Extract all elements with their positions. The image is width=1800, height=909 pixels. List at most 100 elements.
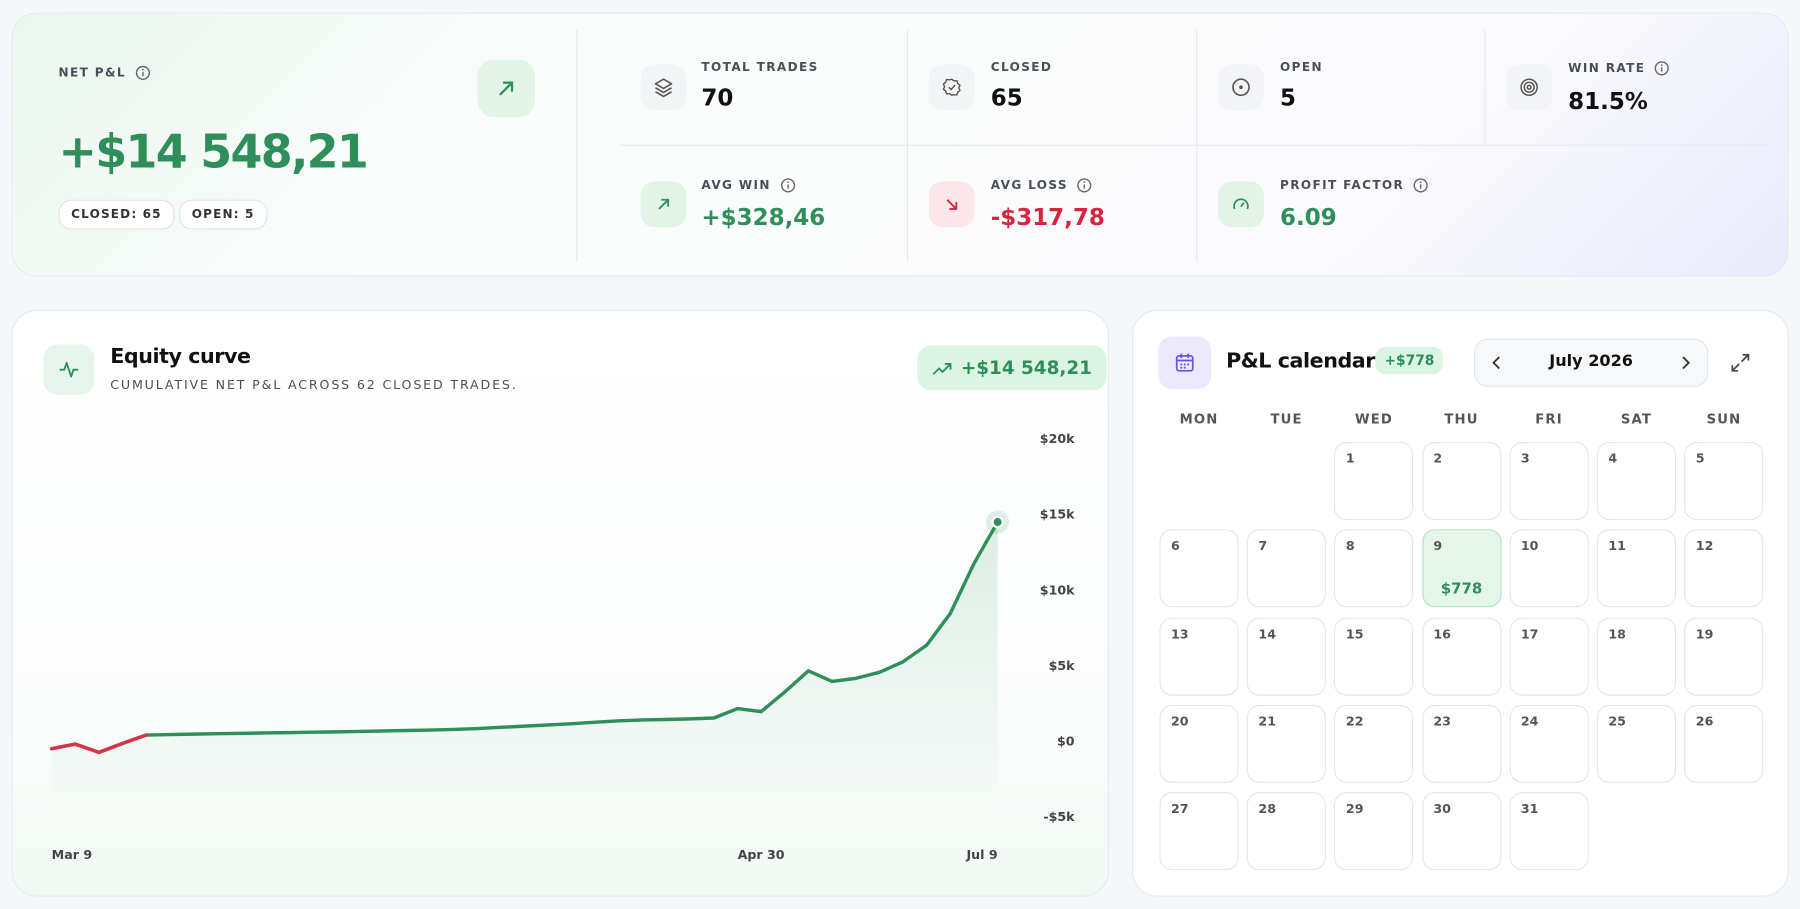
y-tick-label: $10k xyxy=(1040,582,1075,597)
summary-card: NET P&L +$14 548,21 CLOSED: 65 OPEN: 5 T… xyxy=(11,12,1789,277)
weekday-label: SUN xyxy=(1706,410,1742,428)
equity-line xyxy=(49,520,1000,755)
info-icon[interactable] xyxy=(1654,61,1670,76)
day-cell: 22 xyxy=(1334,704,1414,783)
open-badge: OPEN: 5 xyxy=(179,199,268,230)
day-number: 20 xyxy=(1170,713,1189,729)
day-cell: 5 xyxy=(1684,441,1764,521)
weekday-label: THU xyxy=(1444,410,1479,428)
divider xyxy=(1484,29,1486,145)
calendar-icon xyxy=(1158,336,1212,390)
x-tick-label: Mar 9 xyxy=(52,847,92,862)
layers-icon xyxy=(640,64,687,111)
day-cell: 27 xyxy=(1159,792,1239,871)
weekday-label: MON xyxy=(1179,410,1219,428)
day-number: 30 xyxy=(1433,801,1451,817)
day-number: 6 xyxy=(1170,538,1180,554)
stat-value: 81.5% xyxy=(1568,87,1648,115)
day-cell: 1 xyxy=(1334,441,1414,521)
day-cell: 14 xyxy=(1246,617,1327,696)
stat-label-text: PROFIT FACTOR xyxy=(1280,178,1405,193)
calendar-title: P&L calendar xyxy=(1226,348,1376,374)
equity-badge-text: +$14 548,21 xyxy=(960,357,1092,379)
day-cell: 24 xyxy=(1509,704,1589,783)
day-cell: 26 xyxy=(1684,704,1764,783)
next-month[interactable] xyxy=(1677,355,1693,371)
check-icon xyxy=(928,64,975,111)
stat-value: +$328,46 xyxy=(701,203,826,231)
day-cell: 6 xyxy=(1159,529,1239,608)
info-icon[interactable] xyxy=(1413,178,1428,193)
stat-label: WIN RATE xyxy=(1568,61,1670,76)
divider xyxy=(619,144,1768,146)
day-cell: 30 xyxy=(1421,792,1502,871)
day-cell: 12 xyxy=(1684,529,1764,608)
stat-label-text: AVG LOSS xyxy=(990,178,1068,193)
day-number: 18 xyxy=(1608,626,1626,642)
day-cell: 19 xyxy=(1684,617,1764,696)
equity-subtitle: CUMULATIVE NET P&L ACROSS 62 CLOSED TRAD… xyxy=(110,377,518,393)
net-pnl-label: NET P&L xyxy=(59,65,151,80)
info-icon[interactable] xyxy=(1077,178,1092,193)
y-tick-label: $5k xyxy=(1049,658,1076,673)
end-point xyxy=(991,515,1004,529)
calendar-badge: +$778 xyxy=(1375,346,1444,375)
day-number: 5 xyxy=(1695,451,1705,467)
day-number: 1 xyxy=(1345,451,1355,467)
equity-badge: +$14 548,21 xyxy=(917,345,1107,391)
day-cell: 10 xyxy=(1509,529,1589,608)
day-number: 26 xyxy=(1695,713,1714,729)
open-icon xyxy=(1218,64,1264,111)
prev-month[interactable] xyxy=(1489,355,1505,371)
day-cell: 20 xyxy=(1159,704,1239,783)
stat-value: -$317,78 xyxy=(990,203,1105,231)
stat-label-text: WIN RATE xyxy=(1568,61,1646,76)
day-cell: 25 xyxy=(1596,704,1677,783)
weekday-label: WED xyxy=(1355,410,1394,428)
day-pnl: $778 xyxy=(1440,581,1483,599)
day-number: 9 xyxy=(1433,538,1443,554)
equity-title: Equity curve xyxy=(110,344,251,369)
stat-label: AVG LOSS xyxy=(991,178,1092,193)
x-tick-label: Apr 30 xyxy=(738,847,785,862)
win-icon xyxy=(640,181,687,228)
stat-label-text: AVG WIN xyxy=(701,178,771,193)
day-cell: 11 xyxy=(1596,529,1677,608)
net-pnl-value: +$14 548,21 xyxy=(58,126,369,180)
day-number: 2 xyxy=(1433,451,1443,467)
day-number: 23 xyxy=(1433,713,1451,729)
day-number: 19 xyxy=(1695,626,1714,642)
day-number: 17 xyxy=(1520,626,1539,642)
day-number: 7 xyxy=(1258,538,1268,554)
day-cell: 18 xyxy=(1596,617,1677,696)
expand-button[interactable] xyxy=(1730,352,1751,373)
day-cell[interactable]: 9 $778 xyxy=(1421,529,1502,608)
stat-label: CLOSED xyxy=(990,60,1053,75)
x-tick-label: Jul 9 xyxy=(965,847,997,862)
calendar-card: P&L calendar +$778 July 2026 MON TUE WED TH… xyxy=(1131,309,1789,897)
day-cell: 29 xyxy=(1334,792,1414,871)
day-number: 16 xyxy=(1433,626,1451,642)
day-number: 4 xyxy=(1608,451,1618,467)
info-icon[interactable] xyxy=(135,65,150,80)
stat-label: AVG WIN xyxy=(701,178,795,193)
closed-badge: CLOSED: 65 xyxy=(58,199,175,230)
day-cell: 3 xyxy=(1509,441,1589,521)
divider xyxy=(906,29,909,262)
day-number: 29 xyxy=(1345,801,1364,817)
y-tick-label: $20k xyxy=(1040,431,1075,446)
stat-label: OPEN xyxy=(1280,60,1323,75)
weekday-label: FRI xyxy=(1535,410,1563,428)
month-nav: July 2026 xyxy=(1474,338,1709,387)
day-number: 27 xyxy=(1170,801,1189,817)
day-cell: 15 xyxy=(1334,617,1414,696)
day-cell: 21 xyxy=(1246,704,1327,783)
stat-label: TOTAL TRADES xyxy=(701,60,819,75)
gauge-icon xyxy=(1218,181,1264,228)
info-icon[interactable] xyxy=(780,178,795,193)
day-cell: 16 xyxy=(1421,617,1502,696)
loss-icon xyxy=(928,181,975,228)
